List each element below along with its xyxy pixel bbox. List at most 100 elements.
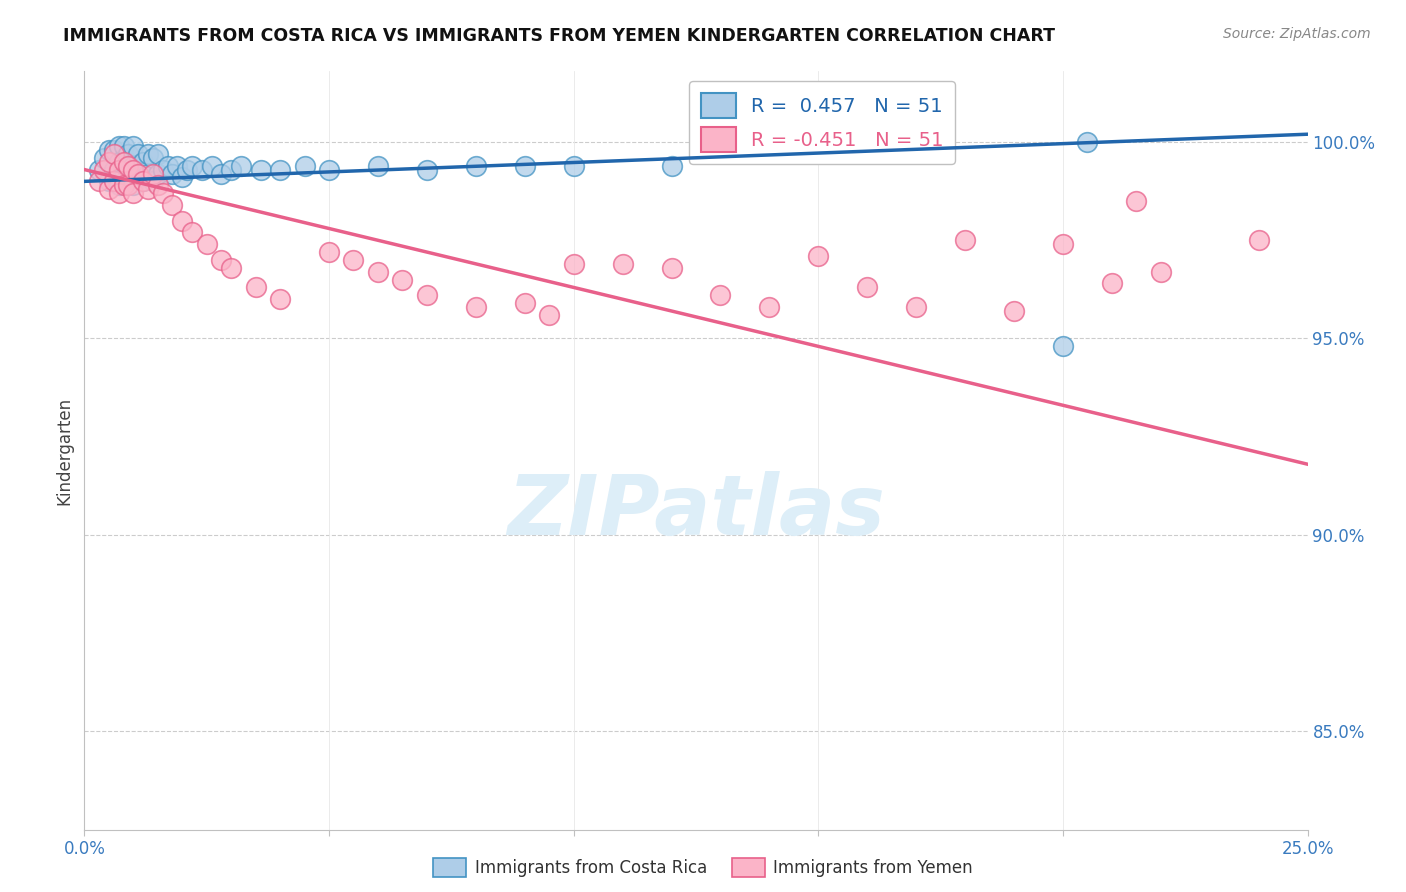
Point: [200, 159, 222, 173]
Point: [103, 146, 125, 161]
Point: [112, 154, 135, 169]
Point: [87, 162, 110, 177]
Point: [807, 249, 830, 263]
Point: [269, 162, 291, 177]
Point: [245, 280, 267, 294]
Point: [391, 272, 413, 286]
Point: [107, 162, 129, 177]
Point: [117, 146, 139, 161]
Point: [661, 260, 683, 275]
Point: [176, 162, 198, 177]
Point: [112, 170, 135, 185]
Point: [122, 186, 145, 201]
Point: [107, 154, 129, 169]
Point: [856, 280, 879, 294]
Point: [97, 182, 120, 196]
Y-axis label: Kindergarten: Kindergarten: [55, 396, 73, 505]
Point: [132, 154, 155, 169]
Text: IMMIGRANTS FROM COSTA RICA VS IMMIGRANTS FROM YEMEN KINDERGARTEN CORRELATION CHA: IMMIGRANTS FROM COSTA RICA VS IMMIGRANTS…: [63, 27, 1056, 45]
Point: [464, 300, 486, 314]
Point: [97, 143, 120, 157]
Point: [181, 159, 204, 173]
Point: [152, 186, 174, 201]
Point: [132, 174, 155, 188]
Point: [709, 288, 731, 302]
Point: [122, 162, 145, 177]
Point: [127, 167, 149, 181]
Point: [103, 174, 125, 188]
Point: [1002, 304, 1025, 318]
Point: [1150, 265, 1173, 279]
Point: [538, 308, 561, 322]
Point: [294, 159, 316, 173]
Legend: Immigrants from Costa Rica, Immigrants from Yemen: Immigrants from Costa Rica, Immigrants f…: [426, 851, 980, 884]
Point: [136, 182, 159, 196]
Point: [562, 257, 585, 271]
Point: [142, 151, 165, 165]
Point: [127, 146, 149, 161]
Point: [416, 162, 439, 177]
Point: [367, 265, 389, 279]
Point: [513, 296, 536, 310]
Point: [209, 252, 232, 267]
Point: [107, 139, 129, 153]
Point: [132, 174, 155, 188]
Point: [318, 162, 340, 177]
Point: [103, 162, 125, 177]
Point: [146, 167, 169, 181]
Point: [166, 159, 188, 173]
Point: [172, 170, 194, 185]
Point: [127, 170, 149, 185]
Legend: R =  0.457   N = 51, R = -0.451   N = 51: R = 0.457 N = 51, R = -0.451 N = 51: [689, 81, 955, 164]
Point: [107, 178, 129, 193]
Point: [219, 260, 242, 275]
Point: [146, 146, 169, 161]
Point: [1247, 233, 1270, 247]
Point: [612, 257, 634, 271]
Point: [219, 162, 242, 177]
Point: [758, 300, 780, 314]
Point: [107, 186, 129, 201]
Point: [172, 213, 194, 227]
Point: [87, 174, 110, 188]
Point: [103, 143, 125, 157]
Point: [162, 167, 184, 181]
Point: [142, 174, 165, 188]
Point: [464, 159, 486, 173]
Point: [146, 178, 169, 193]
Point: [229, 159, 252, 173]
Point: [152, 162, 174, 177]
Point: [117, 159, 139, 173]
Point: [93, 151, 115, 165]
Text: Source: ZipAtlas.com: Source: ZipAtlas.com: [1223, 27, 1371, 41]
Point: [112, 178, 135, 193]
Point: [318, 245, 340, 260]
Point: [97, 174, 120, 188]
Point: [342, 252, 364, 267]
Point: [1125, 194, 1147, 208]
Point: [191, 162, 214, 177]
Point: [142, 167, 165, 181]
Point: [1076, 135, 1098, 149]
Point: [122, 178, 145, 193]
Point: [1101, 277, 1123, 291]
Point: [112, 151, 135, 165]
Point: [269, 292, 291, 306]
Point: [953, 233, 976, 247]
Point: [1052, 237, 1074, 252]
Point: [136, 146, 159, 161]
Point: [162, 198, 184, 212]
Point: [367, 159, 389, 173]
Point: [1052, 339, 1074, 353]
Point: [249, 162, 271, 177]
Point: [112, 139, 135, 153]
Point: [117, 178, 139, 193]
Point: [122, 139, 145, 153]
Point: [661, 159, 683, 173]
Point: [181, 226, 204, 240]
Point: [136, 167, 159, 181]
Point: [513, 159, 536, 173]
Point: [416, 288, 439, 302]
Text: ZIPatlas: ZIPatlas: [508, 471, 884, 551]
Point: [93, 162, 115, 177]
